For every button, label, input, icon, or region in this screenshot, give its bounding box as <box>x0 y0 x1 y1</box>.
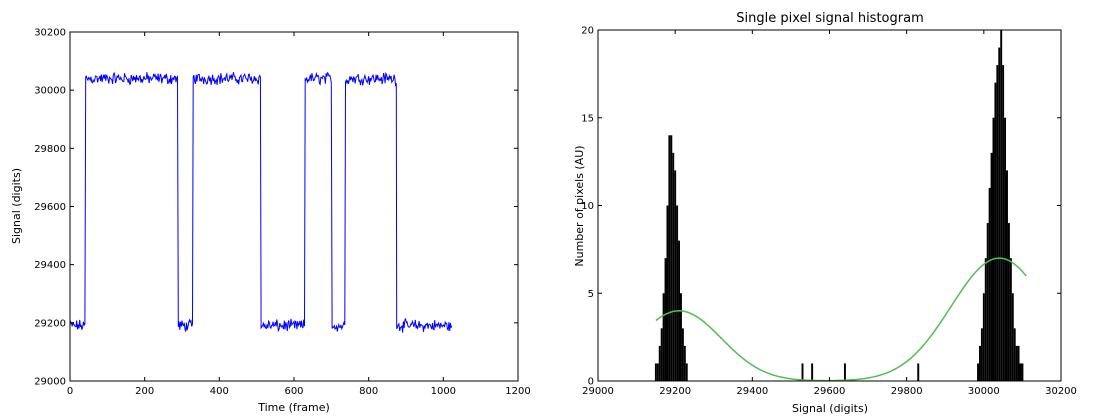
histogram-bar <box>1011 293 1014 381</box>
x-tick-label: 30000 <box>968 386 1000 397</box>
time-series-ticks: 0 200 400 600 800 1000 1200 29000 29200 29400 2960… <box>34 28 531 398</box>
x-tick-label: 29200 <box>659 386 691 397</box>
histogram-bar <box>1013 328 1016 381</box>
histogram-plot-area <box>654 30 1027 382</box>
y-tick-label: 29400 <box>34 260 66 271</box>
histogram-bar <box>1004 117 1007 381</box>
histogram-bar <box>984 258 987 381</box>
histogram-bar <box>1000 30 1003 381</box>
histogram-bar <box>996 65 999 381</box>
time-series-plot-area <box>69 71 452 333</box>
gaussian-fit-curve <box>655 257 1027 382</box>
histogram-bar <box>654 363 657 381</box>
y-tick-label: 5 <box>588 289 594 300</box>
signal-series-line <box>69 71 452 333</box>
x-tick-label: 1000 <box>431 386 456 397</box>
histogram-chart: Single pixel signal histogram 29000 29200… <box>573 11 1077 415</box>
histogram-bar <box>811 363 814 381</box>
x-tick-label: 29800 <box>891 386 923 397</box>
histogram-bar <box>1019 363 1022 381</box>
histogram-bar <box>1002 65 1005 381</box>
x-tick-label: 800 <box>359 386 378 397</box>
time-series-y-axis-label: Signal (digits) <box>10 168 23 244</box>
histogram-bar <box>977 363 980 381</box>
histogram-bar <box>1009 258 1012 381</box>
y-tick-label: 20 <box>581 26 594 37</box>
x-tick-label: 600 <box>284 386 303 397</box>
histogram-bar <box>674 170 677 381</box>
y-tick-label: 15 <box>581 113 594 124</box>
histogram-x-axis-label: Signal (digits) <box>792 402 868 415</box>
histogram-bar <box>672 152 675 381</box>
histogram-bar <box>683 345 686 381</box>
histogram-bar <box>660 328 663 381</box>
histogram-bar <box>1007 223 1010 381</box>
histogram-bar <box>988 187 991 381</box>
histogram-bar <box>1015 345 1018 381</box>
x-tick-label: 0 <box>67 386 73 397</box>
x-tick-label: 200 <box>135 386 154 397</box>
y-tick-label: 29600 <box>34 202 66 213</box>
histogram-bar <box>1017 345 1020 381</box>
time-series-x-axis-label: Time (frame) <box>257 401 330 414</box>
y-tick-label: 29200 <box>34 318 66 329</box>
x-tick-label: 400 <box>210 386 229 397</box>
histogram-y-axis-label: Number of pixels (AU) <box>573 145 586 266</box>
y-tick-label: 30000 <box>34 86 66 97</box>
histogram-bar <box>670 135 673 381</box>
histogram-bar <box>1006 170 1008 381</box>
histogram-bar <box>658 345 661 381</box>
histogram-bar <box>986 223 989 381</box>
histogram-bar <box>843 363 846 381</box>
histogram-bar <box>656 363 659 381</box>
histogram-bar <box>998 47 1001 382</box>
histogram-bar <box>982 293 985 381</box>
histogram-bar <box>992 117 995 381</box>
y-tick-label: 0 <box>588 377 594 388</box>
histogram-bar <box>980 328 983 381</box>
x-tick-label: 30200 <box>1045 386 1077 397</box>
x-tick-label: 1200 <box>505 386 530 397</box>
time-series-chart: 0 200 400 600 800 1000 1200 29000 29200 29400 2960… <box>10 28 531 415</box>
histogram-ticks: 29000 29200 29400 29600 29800 30000 30200 0 5 10 1… <box>581 26 1077 398</box>
histogram-bar <box>668 135 671 381</box>
histogram-bar <box>801 363 804 381</box>
time-series-axes-frame <box>69 31 519 382</box>
x-tick-label: 29000 <box>582 386 614 397</box>
histogram-bar <box>979 345 981 381</box>
histogram-bar <box>664 258 667 381</box>
x-tick-label: 29400 <box>736 386 768 397</box>
histogram-bar <box>994 82 997 382</box>
histogram-bar <box>662 293 665 381</box>
y-tick-label: 30200 <box>34 28 66 39</box>
y-tick-label: 10 <box>581 201 594 212</box>
histogram-bar <box>676 205 679 381</box>
histogram-bar <box>679 293 682 381</box>
y-tick-label: 29800 <box>34 144 66 155</box>
histogram-bar <box>666 205 669 381</box>
histogram-title: Single pixel signal histogram <box>736 11 923 26</box>
histogram-bar <box>917 363 920 381</box>
x-tick-label: 29600 <box>814 386 846 397</box>
histogram-bar <box>1021 363 1024 381</box>
histogram-bar <box>681 328 684 381</box>
histogram-bar <box>685 363 688 381</box>
histogram-bar <box>990 152 993 381</box>
y-tick-label: 29000 <box>34 377 66 388</box>
